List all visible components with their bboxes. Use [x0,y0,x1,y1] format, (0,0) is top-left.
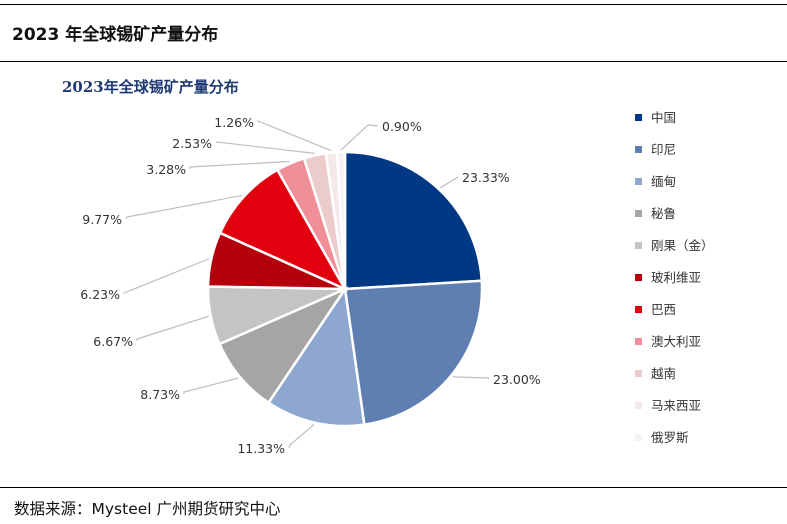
pie-chart: 2023年全球锡矿产量分布 23.33% 23.00% 11.33% 8.73% 6.6… [62,78,714,456]
percent-label-2: 23.00% [493,372,541,387]
percent-label-8: 3.28% [146,162,186,177]
percent-labels: 23.33% 23.00% 11.33% 8.73% 6.67% 6.23% 9.77% 3.… [80,115,541,456]
legend-swatch-10 [635,402,642,409]
leader-line-2 [452,376,490,380]
legend-swatch-4 [635,210,642,217]
pie-slice-11 [335,150,347,290]
legend-label-9: 越南 [651,366,676,381]
leader-line-3 [288,424,315,449]
legend-label-8: 澳大利亚 [651,334,701,349]
chart-title: 2023年全球锡矿产量分布 [62,78,239,96]
pie-slice-7 [218,168,348,292]
legend-label-10: 马来西亚 [651,398,701,413]
source-note: 数据来源：Mysteel 广州期货研究中心 [14,500,281,518]
legend-swatch-1 [635,114,642,121]
percent-label-7: 9.77% [82,212,122,227]
pie-slice-1 [343,150,484,291]
leader-line-7 [125,194,243,220]
leader-line-6 [123,258,210,294]
title-divider [0,61,787,62]
percent-label-3: 11.33% [237,441,285,456]
legend-swatch-3 [635,178,642,185]
legend-swatch-2 [635,146,642,153]
leader-line-4 [183,377,239,394]
percent-label-10: 1.26% [214,115,254,130]
legend-label-3: 缅甸 [651,174,676,189]
percent-label-5: 6.67% [93,334,133,349]
leader-line-11 [340,124,379,151]
leader-line-10 [257,120,332,152]
percent-label-9: 2.53% [172,136,212,151]
leader-line-8 [189,160,290,169]
percent-label-6: 6.23% [80,287,120,302]
legend-swatch-7 [635,306,642,313]
legend-label-11: 俄罗斯 [651,430,689,445]
page-title: 2023 年全球锡矿产量分布 [12,25,219,45]
legend-swatch-8 [635,338,642,345]
leader-lines [123,120,490,449]
legend-label-2: 印尼 [651,142,676,157]
legend-swatch-11 [635,434,642,441]
legend-label-7: 巴西 [651,302,676,317]
leader-line-9 [215,141,315,155]
leader-line-5 [136,315,209,341]
pie-slices [206,150,484,428]
legend-label-5: 刚果（金） [651,238,714,253]
legend-swatch-6 [635,274,642,281]
legend-label-1: 中国 [651,110,676,125]
percent-label-1: 23.33% [462,170,510,185]
legend-label-4: 秘鲁 [651,206,676,221]
percent-label-11: 0.90% [382,119,422,134]
footer-rule [0,487,787,488]
legend-label-6: 玻利维亚 [651,270,701,285]
percent-label-4: 8.73% [140,387,180,402]
legend-swatch-5 [635,242,642,249]
pie-slice-3 [266,285,366,428]
top-rule [0,4,787,5]
legend-swatch-9 [635,370,642,377]
pie-slice-2 [343,279,484,427]
leader-line-1 [439,176,459,189]
